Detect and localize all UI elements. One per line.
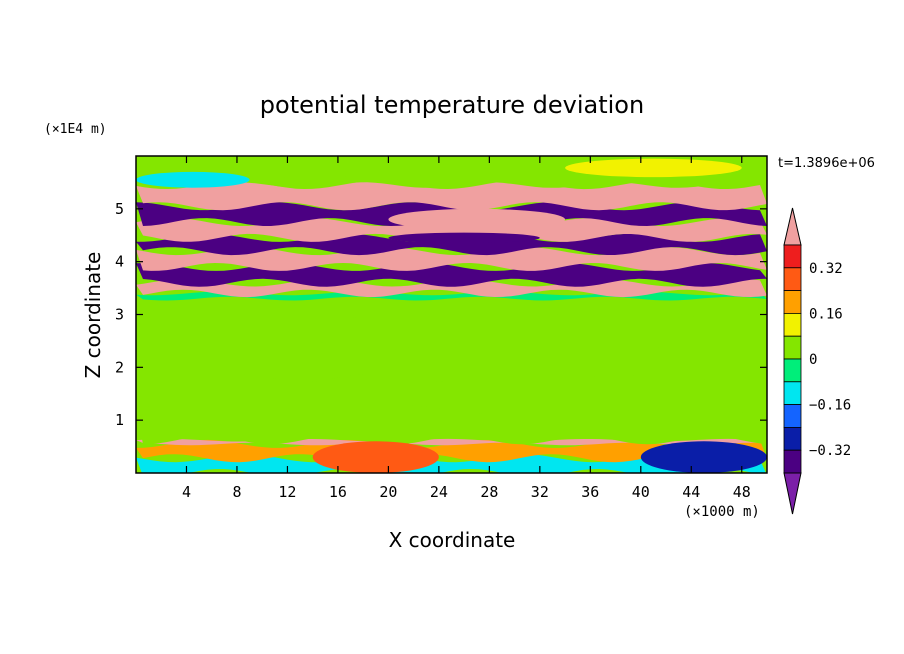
x-tick-label: 24 [430, 483, 448, 501]
field-feature [565, 158, 742, 178]
colorbar-label: 0 [809, 352, 817, 368]
y-tick-label: 4 [115, 253, 124, 271]
field-band [136, 310, 767, 351]
x-axis: 4 8 12 16 20 24 28 32 36 40 44 48 [182, 156, 751, 501]
field-band [136, 342, 767, 382]
y-tick-label: 1 [115, 411, 124, 429]
colorbar: 0.32 0.16 0 −0.16 −0.32 [783, 207, 851, 515]
colorbar-label: 0.16 [809, 306, 843, 322]
field-feature [388, 208, 566, 230]
colorbar-min-triangle [783, 472, 802, 515]
field-band [136, 405, 767, 445]
colorbar-bin [783, 404, 802, 428]
field-band [136, 373, 767, 414]
x-tick-label: 32 [531, 483, 549, 501]
field-band [136, 454, 766, 473]
y-unit-label: (×1E4 m) [44, 122, 107, 137]
field-feature [640, 441, 767, 473]
x-tick-label: 48 [733, 483, 751, 501]
field-band [136, 279, 767, 298]
colorbar-max-triangle [783, 207, 802, 246]
x-tick-label: 36 [581, 483, 599, 501]
colorbar-bin [783, 358, 802, 383]
field-band [136, 233, 767, 256]
colorbar-bin [783, 449, 802, 474]
colorbar-bin [783, 267, 802, 291]
time-label: t=1.3896e+06 [778, 156, 875, 171]
field-feature [388, 232, 540, 244]
colorbar-bin [783, 290, 802, 314]
colorbar-bin [783, 335, 802, 360]
y-axis: 1 2 3 4 5 [115, 200, 767, 429]
field-layer [136, 156, 767, 473]
x-tick-label: 12 [278, 483, 296, 501]
field-band [136, 294, 767, 319]
colorbar-label: 0.32 [809, 261, 843, 277]
y-tick-label: 2 [115, 358, 124, 376]
x-tick-label: 16 [329, 483, 347, 501]
colorbar-bin [783, 381, 802, 405]
x-tick-label: 20 [379, 483, 397, 501]
x-tick-label: 40 [632, 483, 650, 501]
y-tick-label: 5 [115, 200, 124, 218]
chart-title: potential temperature deviation [260, 91, 644, 119]
y-tick-label: 3 [115, 306, 124, 324]
x-tick-label: 8 [232, 483, 241, 501]
x-tick-label: 44 [682, 483, 700, 501]
field-band [136, 218, 767, 242]
field-band [136, 439, 767, 463]
x-tick-label: 4 [182, 483, 191, 501]
field-band [136, 247, 767, 271]
x-tick-label: 28 [480, 483, 498, 501]
colorbar-bin [783, 426, 802, 451]
field-feature [312, 441, 439, 473]
colorbar-label: −0.32 [809, 443, 851, 459]
x-axis-label: X coordinate [389, 528, 516, 552]
field-band [136, 181, 767, 211]
x-unit-label: (×1000 m) [684, 504, 760, 520]
y-axis-label: Z coordinate [81, 252, 105, 379]
field-feature [136, 171, 250, 188]
colorbar-bin [783, 312, 802, 337]
colorbar-label: −0.16 [809, 398, 851, 414]
colorbar-bin [783, 244, 802, 269]
